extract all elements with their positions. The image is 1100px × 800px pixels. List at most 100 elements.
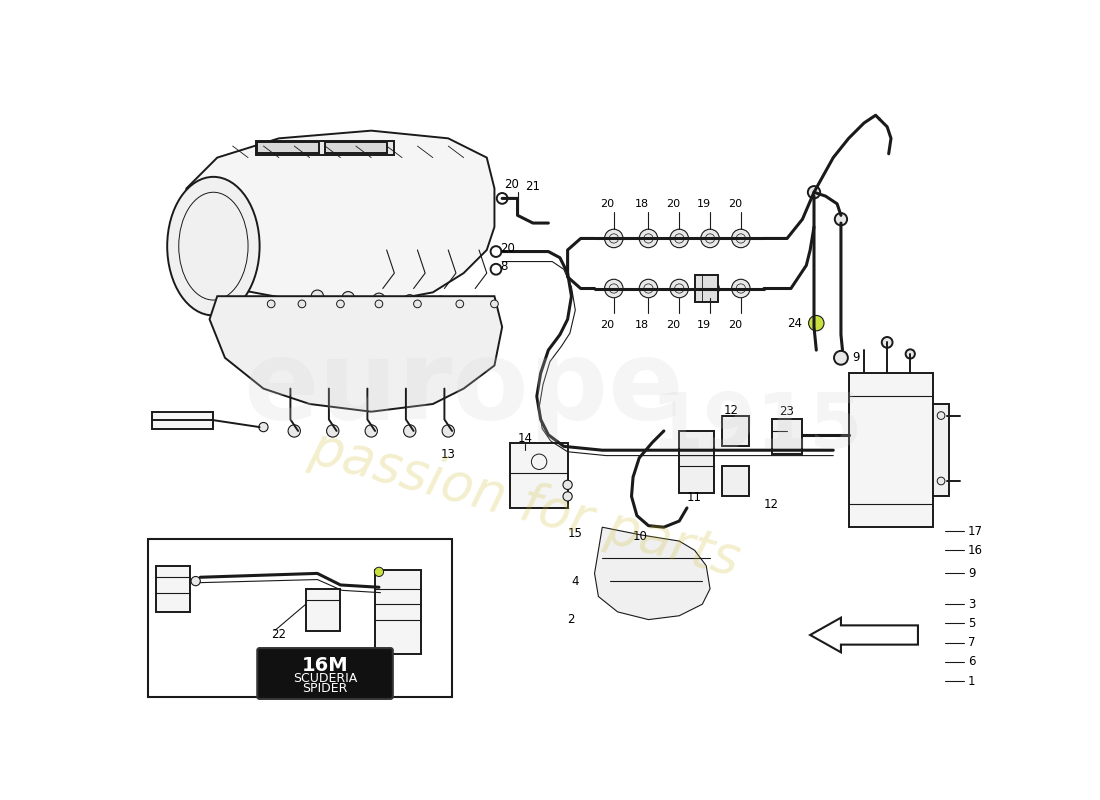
Polygon shape <box>209 296 502 412</box>
Circle shape <box>404 294 416 307</box>
Circle shape <box>337 300 344 308</box>
Bar <box>156 566 190 612</box>
Text: 4: 4 <box>572 574 579 587</box>
Text: 12: 12 <box>763 498 779 510</box>
Circle shape <box>327 425 339 437</box>
Circle shape <box>563 492 572 501</box>
Circle shape <box>563 480 572 490</box>
Bar <box>510 442 568 508</box>
Text: 21: 21 <box>526 179 540 193</box>
Text: 9: 9 <box>968 567 976 580</box>
Circle shape <box>937 477 945 485</box>
Text: 17: 17 <box>968 525 983 538</box>
Circle shape <box>701 279 719 298</box>
Text: 7: 7 <box>968 636 976 650</box>
Circle shape <box>465 298 477 310</box>
Text: 11: 11 <box>686 491 702 505</box>
Circle shape <box>258 422 268 432</box>
Circle shape <box>639 230 658 248</box>
Text: 22: 22 <box>271 629 286 642</box>
Text: 2: 2 <box>568 613 575 626</box>
Text: 3: 3 <box>968 598 976 610</box>
Text: SPIDER: SPIDER <box>302 682 348 695</box>
FancyArrow shape <box>810 618 917 652</box>
Bar <box>326 142 387 153</box>
Polygon shape <box>594 527 711 619</box>
Bar <box>849 373 933 527</box>
Text: 5: 5 <box>968 617 976 630</box>
Circle shape <box>834 351 848 365</box>
Circle shape <box>374 567 384 577</box>
Circle shape <box>639 279 658 298</box>
Circle shape <box>732 230 750 248</box>
Text: 1: 1 <box>968 674 976 688</box>
Circle shape <box>732 279 750 298</box>
Circle shape <box>311 290 323 302</box>
Text: 13: 13 <box>440 447 455 461</box>
Text: 20: 20 <box>727 321 741 330</box>
Circle shape <box>491 246 502 257</box>
Text: 18: 18 <box>635 321 649 330</box>
Circle shape <box>808 315 824 331</box>
Text: 20: 20 <box>666 198 680 209</box>
Text: 1915: 1915 <box>650 390 862 464</box>
Bar <box>680 431 714 493</box>
Text: 16M: 16M <box>301 656 349 675</box>
Bar <box>722 415 749 446</box>
Bar <box>152 412 213 429</box>
Circle shape <box>835 213 847 226</box>
Circle shape <box>414 300 421 308</box>
Text: 20: 20 <box>500 242 516 255</box>
Bar <box>306 589 341 631</box>
Text: 12: 12 <box>724 404 739 417</box>
Text: 14: 14 <box>517 432 532 445</box>
Text: 20: 20 <box>601 321 615 330</box>
Bar <box>147 538 452 697</box>
Text: passion for parts: passion for parts <box>305 422 746 586</box>
Circle shape <box>701 230 719 248</box>
Circle shape <box>905 350 915 358</box>
Text: 16: 16 <box>968 544 983 557</box>
Text: SCUDERIA: SCUDERIA <box>293 672 358 686</box>
Circle shape <box>937 412 945 419</box>
Text: 8: 8 <box>500 261 508 274</box>
Text: 6: 6 <box>968 655 976 669</box>
Circle shape <box>491 264 502 274</box>
Text: 10: 10 <box>634 530 648 543</box>
Bar <box>772 419 802 454</box>
Circle shape <box>267 300 275 308</box>
Circle shape <box>442 425 454 437</box>
Text: euroре: euroре <box>243 335 684 442</box>
Bar <box>695 274 717 302</box>
Bar <box>257 142 319 153</box>
Text: 20: 20 <box>727 198 741 209</box>
Circle shape <box>807 186 821 198</box>
FancyBboxPatch shape <box>257 648 393 699</box>
Circle shape <box>497 193 507 204</box>
Text: 19: 19 <box>696 198 711 209</box>
Text: 19: 19 <box>696 321 711 330</box>
Circle shape <box>365 425 377 437</box>
Circle shape <box>404 425 416 437</box>
Circle shape <box>288 425 300 437</box>
Circle shape <box>491 300 498 308</box>
Text: 15: 15 <box>568 527 583 540</box>
Bar <box>722 466 749 496</box>
Polygon shape <box>178 130 495 304</box>
Circle shape <box>670 279 689 298</box>
Circle shape <box>342 291 354 304</box>
Circle shape <box>605 230 623 248</box>
Text: 20: 20 <box>504 178 518 191</box>
Text: 23: 23 <box>779 405 794 418</box>
Circle shape <box>191 577 200 586</box>
Circle shape <box>605 279 623 298</box>
Circle shape <box>455 300 464 308</box>
Text: 20: 20 <box>666 321 680 330</box>
Text: 20: 20 <box>601 198 615 209</box>
Circle shape <box>375 300 383 308</box>
Text: 24: 24 <box>788 317 802 330</box>
Circle shape <box>373 293 385 306</box>
Circle shape <box>670 230 689 248</box>
Bar <box>375 570 421 654</box>
Circle shape <box>434 296 447 309</box>
